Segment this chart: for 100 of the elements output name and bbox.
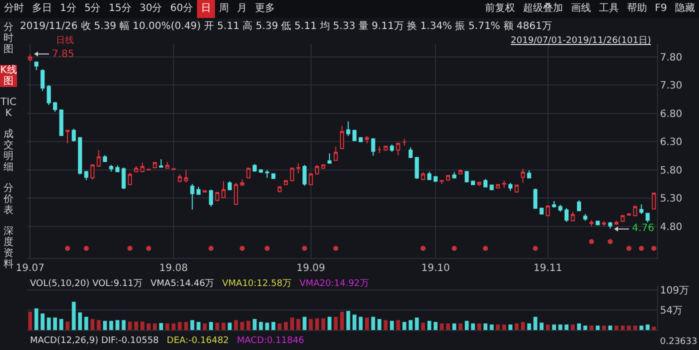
bar bbox=[390, 320, 394, 330]
bar bbox=[159, 323, 164, 330]
candlestick bbox=[190, 184, 194, 210]
bar bbox=[252, 319, 257, 330]
bar bbox=[34, 308, 38, 330]
candlestick bbox=[184, 169, 188, 183]
bar bbox=[40, 314, 45, 330]
candlestick bbox=[102, 154, 107, 163]
bar bbox=[639, 326, 644, 330]
text: 多日 bbox=[31, 2, 53, 16]
text: 深度资料 bbox=[2, 226, 14, 270]
y-tick-label: 54万 bbox=[660, 306, 683, 317]
candlestick bbox=[496, 184, 500, 190]
text: 1分 bbox=[59, 2, 78, 16]
annotation: 日线 bbox=[56, 34, 74, 47]
candlestick bbox=[483, 178, 488, 188]
annotation: 2019/07/01-2019/11/26(101日) bbox=[510, 35, 651, 47]
bar bbox=[190, 320, 194, 330]
candlestick bbox=[434, 176, 438, 182]
bar bbox=[265, 322, 270, 330]
bar bbox=[172, 323, 176, 330]
bar bbox=[240, 322, 244, 330]
candlestick bbox=[646, 212, 650, 223]
bar bbox=[577, 323, 581, 330]
x-tick-label: 19.08 bbox=[159, 263, 188, 274]
candlestick bbox=[470, 180, 476, 186]
candlestick bbox=[546, 204, 550, 217]
x-tick-label: 19.10 bbox=[421, 263, 450, 274]
y-tick-label: 7.30 bbox=[660, 80, 682, 92]
candlestick bbox=[533, 188, 538, 210]
candlestick bbox=[652, 192, 656, 210]
bar bbox=[146, 323, 151, 330]
x-tick-label: 19.07 bbox=[16, 263, 44, 274]
bar bbox=[646, 324, 650, 330]
bar bbox=[116, 320, 120, 330]
bar bbox=[458, 323, 462, 330]
candlestick bbox=[570, 211, 575, 222]
x-tick-label: 19.11 bbox=[534, 263, 562, 274]
text: 成交明细 bbox=[2, 129, 14, 173]
y-tick-label: 5.80 bbox=[660, 165, 682, 176]
bar bbox=[384, 320, 388, 330]
candlestick bbox=[84, 170, 88, 181]
candlestick bbox=[246, 167, 250, 179]
bar bbox=[490, 324, 494, 330]
bar bbox=[66, 322, 70, 330]
text: K线图 bbox=[0, 65, 17, 87]
candlestick bbox=[396, 142, 400, 156]
bar bbox=[633, 326, 638, 330]
bar bbox=[652, 326, 656, 330]
bar bbox=[596, 326, 600, 330]
bar bbox=[134, 322, 138, 330]
candlestick bbox=[202, 190, 207, 193]
bar bbox=[328, 316, 332, 330]
candlestick bbox=[290, 167, 294, 182]
y-tick-label: 4.80 bbox=[660, 222, 682, 233]
bar bbox=[53, 318, 57, 330]
bar bbox=[627, 326, 631, 330]
candlestick bbox=[122, 167, 126, 190]
candlestick bbox=[140, 162, 144, 173]
bar bbox=[502, 324, 506, 330]
bar bbox=[602, 326, 606, 330]
text: DEA:-0.16482 bbox=[166, 336, 229, 346]
bar bbox=[128, 322, 132, 330]
candlestick bbox=[589, 220, 594, 227]
bar bbox=[165, 323, 170, 330]
candlestick bbox=[377, 146, 382, 154]
candlestick bbox=[302, 164, 307, 186]
candlestick bbox=[527, 170, 532, 179]
bar bbox=[520, 322, 525, 330]
candlestick bbox=[53, 102, 58, 112]
bar bbox=[546, 324, 550, 330]
bar bbox=[564, 324, 568, 330]
bar bbox=[140, 322, 144, 330]
text: 5分 bbox=[83, 2, 102, 16]
annotation: VOL(5,10,20) VOL:9.11万 bbox=[30, 279, 142, 289]
text: 工具 bbox=[598, 2, 620, 16]
bar bbox=[346, 310, 350, 330]
candlestick bbox=[596, 220, 600, 226]
candlestick bbox=[390, 144, 394, 152]
candlestick bbox=[490, 184, 494, 191]
bar bbox=[496, 324, 500, 330]
bar bbox=[508, 324, 512, 330]
candlestick bbox=[240, 179, 244, 186]
candlestick bbox=[514, 184, 519, 193]
bar bbox=[590, 326, 594, 330]
bar bbox=[427, 320, 432, 330]
bar bbox=[552, 324, 556, 330]
bar bbox=[103, 320, 107, 330]
bar bbox=[184, 322, 188, 330]
bar bbox=[28, 312, 32, 330]
candlestick bbox=[502, 180, 506, 188]
text: 日 bbox=[196, 0, 215, 18]
candlestick bbox=[66, 130, 70, 144]
candlestick bbox=[265, 169, 270, 178]
bar bbox=[608, 326, 612, 330]
bar bbox=[365, 318, 369, 330]
candlestick bbox=[552, 200, 556, 208]
bar bbox=[533, 316, 538, 330]
bar bbox=[408, 320, 413, 330]
bar bbox=[78, 312, 82, 330]
